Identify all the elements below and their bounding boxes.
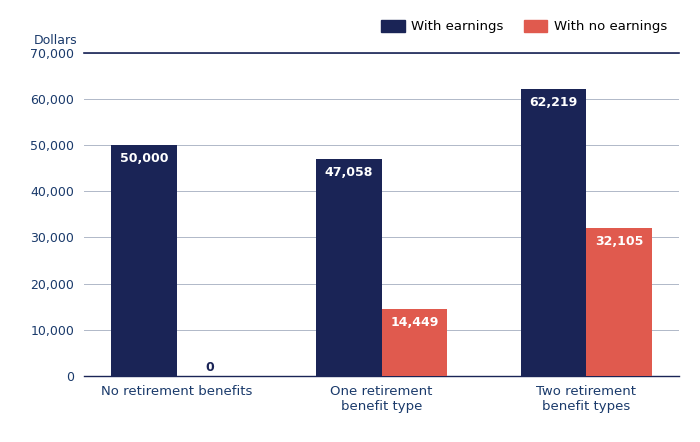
Text: 47,058: 47,058 bbox=[325, 166, 373, 179]
Text: 32,105: 32,105 bbox=[595, 235, 643, 248]
Text: 0: 0 bbox=[205, 361, 214, 374]
Text: 62,219: 62,219 bbox=[529, 96, 578, 109]
Bar bbox=[521, 89, 587, 376]
Text: 14,449: 14,449 bbox=[390, 316, 438, 329]
Bar bbox=[382, 309, 447, 376]
Legend: With earnings, With no earnings: With earnings, With no earnings bbox=[376, 15, 673, 38]
Text: 50,000: 50,000 bbox=[120, 152, 168, 165]
Bar bbox=[587, 228, 652, 376]
Bar bbox=[111, 145, 176, 376]
Bar bbox=[316, 159, 382, 376]
Text: Dollars: Dollars bbox=[34, 34, 77, 46]
